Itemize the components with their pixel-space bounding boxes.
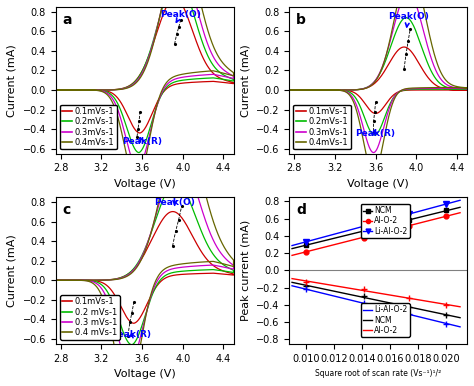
Y-axis label: Current (mA): Current (mA) xyxy=(7,44,17,117)
Text: Peak(R): Peak(R) xyxy=(111,330,152,339)
Legend: 0.1mVs-1, 0.2mVs-1, 0.3mVs-1, 0.4mVs-1: 0.1mVs-1, 0.2mVs-1, 0.3mVs-1, 0.4mVs-1 xyxy=(60,105,117,149)
Text: Peak(O): Peak(O) xyxy=(154,198,195,207)
Legend: Li-Al-O-2, NCM, Al-O-2: Li-Al-O-2, NCM, Al-O-2 xyxy=(361,303,410,337)
Text: Peak(O): Peak(O) xyxy=(388,12,428,27)
Text: Peak(R): Peak(R) xyxy=(122,137,162,146)
X-axis label: Voltage (V): Voltage (V) xyxy=(114,179,175,189)
X-axis label: Square root of scan rate (Vs⁻¹)¹/²: Square root of scan rate (Vs⁻¹)¹/² xyxy=(315,369,441,378)
Text: c: c xyxy=(63,203,71,217)
X-axis label: Voltage (V): Voltage (V) xyxy=(114,369,175,379)
Y-axis label: Current (mA): Current (mA) xyxy=(240,44,250,117)
Text: Peak(O): Peak(O) xyxy=(160,10,201,22)
Legend: 0.1mVs-1, 0.2 mVs-1, 0.3 mVs-1, 0.4 mVs-1: 0.1mVs-1, 0.2 mVs-1, 0.3 mVs-1, 0.4 mVs-… xyxy=(60,295,120,340)
Text: Peak(R): Peak(R) xyxy=(356,129,395,138)
X-axis label: Voltage (V): Voltage (V) xyxy=(347,179,409,189)
Text: b: b xyxy=(296,13,306,27)
Legend: 0.1mVs-1, 0.2mVs-1, 0.3mVs-1, 0.4mVs-1: 0.1mVs-1, 0.2mVs-1, 0.3mVs-1, 0.4mVs-1 xyxy=(293,105,351,149)
Text: d: d xyxy=(296,203,306,217)
Y-axis label: Peak current (mA): Peak current (mA) xyxy=(240,220,250,321)
Text: a: a xyxy=(63,13,73,27)
Y-axis label: Current (mA): Current (mA) xyxy=(7,234,17,307)
